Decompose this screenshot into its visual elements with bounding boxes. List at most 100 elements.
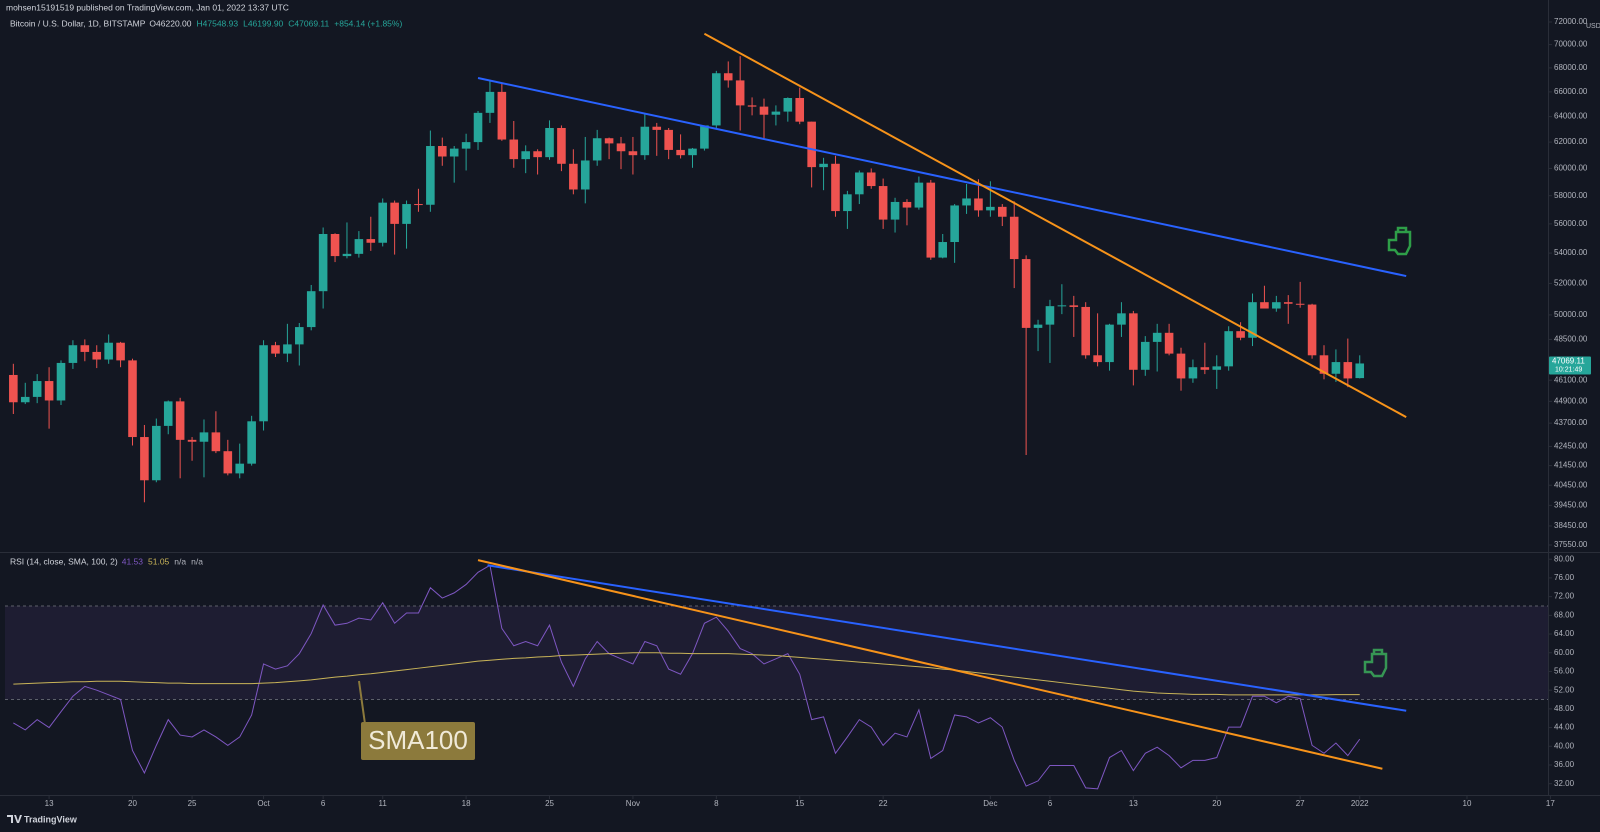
candle-body: [855, 172, 864, 195]
x-tick-label: 20: [1212, 799, 1221, 808]
candle-body: [1069, 305, 1079, 307]
candle-body: [569, 163, 578, 190]
x-tick-label: 6: [321, 799, 326, 808]
candle-body: [295, 327, 304, 345]
candle-body: [1129, 313, 1138, 370]
y-tick-label: 72000.00: [1554, 17, 1588, 26]
candle-body: [1093, 355, 1102, 363]
candle-body: [783, 97, 793, 112]
candle-body: [354, 239, 364, 254]
candle-body: [390, 202, 399, 224]
trendline: [477, 559, 1383, 770]
candle-body: [1009, 216, 1019, 260]
candle-body: [1272, 302, 1281, 309]
candle-body: [1236, 331, 1245, 338]
candle-body: [485, 91, 495, 113]
candle-body: [1188, 367, 1198, 379]
candle-body: [1355, 363, 1365, 379]
candle-body: [497, 91, 507, 140]
candle-body: [998, 206, 1007, 217]
rsi-band: [5, 605, 1548, 700]
trendline: [703, 32, 1407, 418]
x-tick-label: 22: [879, 799, 888, 808]
candle-body: [974, 198, 983, 211]
x-tick-label: 6: [1048, 799, 1053, 808]
candle-body: [962, 198, 971, 206]
y-tick-label: 68.00: [1554, 610, 1575, 619]
x-tick-label: 2022: [1351, 799, 1369, 808]
candle-body: [1105, 324, 1114, 363]
candle-body: [1331, 362, 1341, 374]
y-tick-label: 54000.00: [1554, 248, 1588, 257]
candle-body: [318, 233, 328, 292]
candle-body: [187, 439, 197, 442]
candle-body: [890, 201, 900, 220]
candle-body: [92, 351, 102, 360]
candle-body: [509, 139, 519, 160]
y-tick-label: 58000.00: [1554, 191, 1588, 200]
candle-body: [831, 163, 840, 212]
candle-body: [616, 143, 626, 152]
candle-body: [128, 360, 137, 438]
candle-body: [366, 239, 376, 243]
candle-body: [116, 342, 125, 361]
legend-value: C47069.11: [288, 18, 329, 28]
y-tick-label: 52000.00: [1554, 279, 1588, 288]
x-tick-label: 13: [1129, 799, 1138, 808]
annotation-box: [361, 722, 475, 760]
trendline: [487, 564, 1407, 712]
candle-body: [688, 148, 697, 156]
y-tick-label: 37550.00: [1554, 540, 1588, 549]
candle-body: [1140, 341, 1150, 370]
last-price-label: 47069.11: [1552, 357, 1585, 366]
legend-value: H47548.93: [197, 18, 239, 28]
candle-body: [175, 401, 185, 440]
x-tick-label: 15: [795, 799, 804, 808]
legend-title: Bitcoin / U.S. Dollar, 1D, BITSTAMP: [10, 18, 146, 28]
x-tick-label: 25: [545, 799, 554, 808]
y-tick-label: 56.00: [1554, 667, 1575, 676]
candle-body: [271, 345, 280, 354]
candle-body: [104, 342, 113, 360]
y-tick-label: 80.00: [1554, 554, 1575, 563]
axis-unit: USD: [1586, 23, 1600, 30]
candle-body: [652, 126, 662, 130]
y-tick-label: 64000.00: [1554, 112, 1588, 121]
y-tick-label: 39450.00: [1554, 500, 1588, 509]
brand: TradingView: [24, 814, 78, 824]
y-tick-label: 52.00: [1554, 685, 1575, 694]
candle-body: [807, 121, 816, 168]
candle-body: [580, 160, 590, 190]
candle-body: [545, 127, 554, 158]
candle-body: [938, 242, 948, 258]
legend-value: +854.14 (+1.85%): [334, 18, 402, 28]
x-tick-label: 20: [128, 799, 137, 808]
y-tick-label: 56000.00: [1554, 219, 1588, 228]
legend-title: RSI (14, close, SMA, 100, 2): [10, 556, 118, 566]
y-tick-label: 70000.00: [1554, 40, 1588, 49]
tradingview-logo: [7, 815, 22, 823]
candle-body: [819, 163, 828, 168]
candle-body: [211, 432, 221, 452]
candle-body: [163, 401, 173, 426]
x-tick-label: 25: [188, 799, 197, 808]
candle-body: [342, 253, 352, 257]
candle-body: [676, 149, 685, 156]
y-tick-label: 40.00: [1554, 741, 1575, 750]
y-tick-label: 62000.00: [1554, 137, 1588, 146]
candle-body: [235, 463, 245, 474]
x-tick-label: 13: [45, 799, 54, 808]
candle-body: [1164, 332, 1174, 354]
y-tick-label: 36.00: [1554, 760, 1575, 769]
y-tick-label: 60.00: [1554, 648, 1575, 657]
legend-value: O46220.00: [149, 18, 191, 28]
annotation-label: SMA100: [368, 725, 468, 755]
candle-body: [771, 111, 781, 115]
legend-value: L46199.90: [243, 18, 283, 28]
candle-body: [152, 425, 161, 481]
candle-body: [140, 437, 149, 481]
pointer-icon: [1363, 226, 1412, 678]
y-tick-label: 43700.00: [1554, 418, 1588, 427]
